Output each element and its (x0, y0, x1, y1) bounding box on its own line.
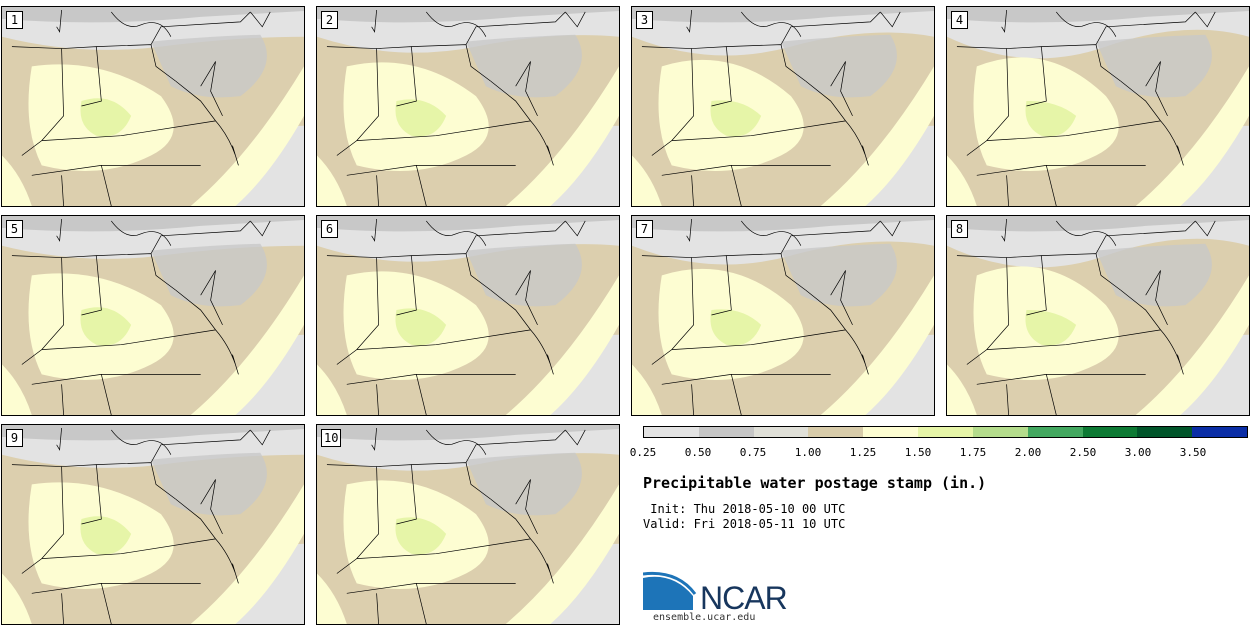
stamp-number-label: 6 (321, 220, 338, 238)
precipitable-water-map (317, 7, 619, 206)
stamp-panel-2[interactable]: 2 (316, 6, 620, 207)
colorbar-cell-1 (698, 427, 754, 437)
stamp-number-label: 7 (636, 220, 653, 238)
precipitable-water-map (947, 216, 1249, 415)
colorbar-cell-2 (753, 427, 809, 437)
colorbar-cell-0 (644, 427, 699, 437)
ncar-logo-text: NCAR (700, 580, 788, 616)
colorbar-tick-label: 1.75 (959, 446, 987, 459)
colorbar-cell-8 (1082, 427, 1138, 437)
stamp-panel-6[interactable]: 6 (316, 215, 620, 416)
stamp-panel-9[interactable]: 9 (1, 424, 305, 625)
colorbar-cell-10 (1192, 427, 1247, 437)
colorbar-tick-label: 0.25 (629, 446, 657, 459)
colorbar-tick-label: 3.00 (1124, 446, 1152, 459)
stamp-panel-10[interactable]: 10 (316, 424, 620, 625)
stamp-panel-7[interactable]: 7 (631, 215, 935, 416)
precipitable-water-map (317, 425, 619, 624)
precipitable-water-map (632, 216, 934, 415)
stamp-panel-1[interactable]: 1 (1, 6, 305, 207)
stamp-number-label: 10 (321, 429, 342, 447)
stamp-panel-8[interactable]: 8 (946, 215, 1250, 416)
colorbar-cell-3 (808, 427, 864, 437)
stamp-panel-5[interactable]: 5 (1, 215, 305, 416)
stamp-number-label: 8 (951, 220, 968, 238)
site-url[interactable]: ensemble.ucar.edu (653, 612, 756, 623)
stamp-number-label: 5 (6, 220, 23, 238)
colorbar-tick-label: 2.00 (1014, 446, 1042, 459)
valid-time: Valid: Fri 2018-05-11 10 UTC (643, 517, 846, 531)
colorbar-cell-6 (972, 427, 1028, 437)
precipitable-water-map (2, 216, 304, 415)
init-time: Init: Thu 2018-05-10 00 UTC (643, 502, 846, 516)
stamp-number-label: 3 (636, 11, 653, 29)
stamp-number-label: 2 (321, 11, 338, 29)
colorbar-cell-4 (863, 427, 919, 437)
stamp-panel-4[interactable]: 4 (946, 6, 1250, 207)
colorbar-tick-label: 0.50 (684, 446, 712, 459)
colorbar-cell-7 (1027, 427, 1083, 437)
stamp-panel-3[interactable]: 3 (631, 6, 935, 207)
colorbar-tick-label: 1.50 (904, 446, 932, 459)
colorbar (643, 426, 1248, 438)
colorbar-tick-label: 1.00 (794, 446, 822, 459)
colorbar-tick-label: 0.75 (739, 446, 767, 459)
ncar-logo-icon (643, 571, 697, 610)
precipitable-water-map (632, 7, 934, 206)
stamp-number-label: 4 (951, 11, 968, 29)
colorbar-tick-label: 2.50 (1069, 446, 1097, 459)
precipitable-water-map (317, 216, 619, 415)
colorbar-cell-5 (918, 427, 973, 437)
precipitable-water-map (2, 7, 304, 206)
colorbar-cell-9 (1137, 427, 1193, 437)
precipitable-water-map (2, 425, 304, 624)
stamp-number-label: 9 (6, 429, 23, 447)
colorbar-tick-label: 1.25 (849, 446, 877, 459)
colorbar-tick-label: 3.50 (1179, 446, 1207, 459)
precipitable-water-map (947, 7, 1249, 206)
stamp-number-label: 1 (6, 11, 23, 29)
map-title: Precipitable water postage stamp (in.) (643, 474, 987, 492)
